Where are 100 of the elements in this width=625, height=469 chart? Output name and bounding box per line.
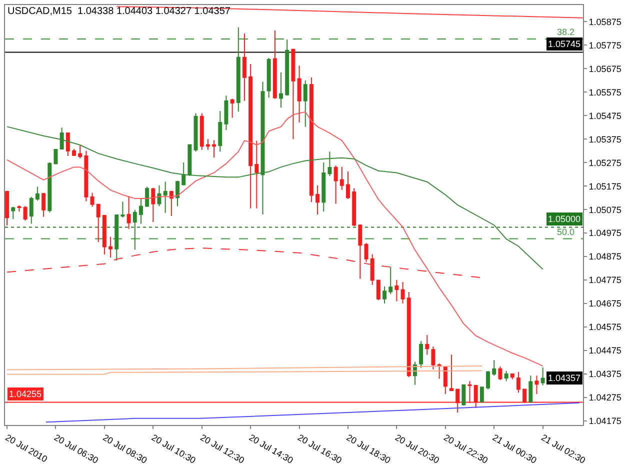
candlestick — [437, 362, 442, 380]
candlestick — [102, 214, 106, 255]
candlestick — [23, 205, 28, 222]
ref-line-label: 1.04255 — [9, 389, 42, 399]
y-tick-label: 1.04975 — [588, 228, 622, 238]
candlestick — [316, 184, 320, 216]
y-tick-label: 1.05375 — [588, 134, 622, 144]
candlestick — [206, 138, 210, 150]
candlestick — [132, 209, 137, 250]
candlestick — [480, 386, 484, 404]
x-tick-label: 21 Jul 02:30 — [540, 432, 588, 466]
candlestick — [242, 32, 246, 102]
candlestick — [510, 374, 514, 380]
x-tick-label: 20 Jul 10:30 — [150, 432, 198, 466]
candlestick — [120, 201, 125, 218]
candlestick — [151, 187, 156, 223]
candlestick — [236, 26, 240, 112]
candlestick — [388, 266, 393, 295]
candlestick — [60, 127, 64, 150]
candlestick — [176, 180, 180, 207]
y-tick-label: 1.04175 — [588, 416, 622, 426]
y-tick-label: 1.04575 — [588, 322, 622, 332]
candlestick — [35, 186, 40, 202]
candlestick — [78, 144, 82, 159]
y-tick-label: 1.05575 — [588, 87, 622, 98]
candlestick — [266, 57, 271, 98]
candlestick — [352, 188, 356, 227]
line-series — [46, 402, 580, 423]
candlestick — [17, 204, 22, 212]
x-tick-label: 20 Jul 16:30 — [296, 432, 344, 466]
y-tick-label: 1.04375 — [588, 369, 622, 380]
annotation: 1.04357 — [548, 373, 581, 383]
x-tick-label: 20 Jul 06:30 — [52, 432, 100, 466]
candlestick — [291, 48, 296, 140]
candlestick — [248, 63, 253, 209]
candlestick — [540, 366, 545, 386]
x-tick-label: 20 Jul 12:30 — [198, 432, 246, 466]
candlestick — [334, 164, 338, 204]
candlestick — [376, 280, 380, 301]
candlestick — [230, 98, 234, 118]
candlestick — [212, 140, 216, 158]
candlestick — [90, 192, 94, 208]
line-series — [116, 6, 583, 18]
candlestick — [492, 360, 496, 376]
candlestick — [108, 236, 113, 258]
y-tick-label: 1.05875 — [588, 16, 622, 27]
candlestick — [260, 81, 265, 216]
candlestick — [279, 72, 283, 108]
candlestick — [72, 148, 76, 157]
candlestick — [145, 186, 150, 208]
candlestick — [42, 192, 46, 218]
candlestick — [322, 162, 326, 212]
chart-title: USDCAD,M15 1.04338 1.04403 1.04327 1.04357 — [8, 6, 231, 18]
candlestick — [534, 375, 539, 394]
candlestick — [5, 190, 10, 226]
candlestick — [443, 366, 448, 394]
annotation: 38.2 — [557, 27, 575, 37]
candlestick — [285, 39, 290, 96]
candlestick — [200, 112, 204, 150]
candlestick — [169, 190, 174, 216]
candlestick — [528, 375, 533, 404]
candlestick — [188, 144, 192, 177]
y-tick-label: 1.05275 — [588, 158, 622, 168]
candlestick — [138, 198, 143, 224]
y-tick-label: 1.04475 — [588, 346, 622, 356]
annotation: 50.0 — [557, 227, 575, 237]
candlestick — [303, 80, 308, 128]
y-tick-label: 1.05475 — [588, 110, 622, 121]
candlestick — [48, 162, 52, 213]
candlestick — [66, 132, 70, 157]
y-tick-label: 1.04275 — [588, 392, 622, 403]
x-tick-label: 20 Jul 2010 — [4, 432, 50, 464]
candlestick — [431, 346, 436, 370]
candlestick — [114, 214, 119, 262]
candlestick — [516, 371, 520, 394]
x-tick-label: 20 Jul 08:30 — [101, 432, 149, 466]
candlestick — [419, 340, 424, 368]
y-tick-label: 1.05175 — [588, 181, 622, 192]
x-tick-label: 20 Jul 20:30 — [393, 432, 441, 466]
line-series — [6, 248, 482, 278]
candlestick — [163, 181, 168, 214]
candlestick — [450, 354, 454, 392]
candlestick — [297, 65, 302, 123]
candlestick — [126, 195, 131, 230]
x-tick-label: 20 Jul 18:30 — [344, 432, 392, 466]
candlestick — [328, 151, 332, 177]
candlestick — [400, 281, 405, 304]
candlestick — [309, 76, 314, 203]
candlestick — [254, 140, 259, 209]
x-tick-label: 20 Jul 14:30 — [247, 432, 295, 466]
candlestick — [346, 171, 350, 200]
candlestick — [272, 30, 277, 100]
candlestick — [406, 292, 411, 378]
ref-line-label: 1.05745 — [548, 39, 581, 49]
candlestick — [96, 203, 100, 243]
candlestick — [425, 334, 430, 356]
x-tick-label: 20 Jul 22:30 — [442, 432, 490, 466]
y-tick-label: 1.04875 — [588, 252, 622, 262]
candlestick — [11, 206, 16, 220]
ref-line-label: 1.05000 — [548, 214, 581, 224]
